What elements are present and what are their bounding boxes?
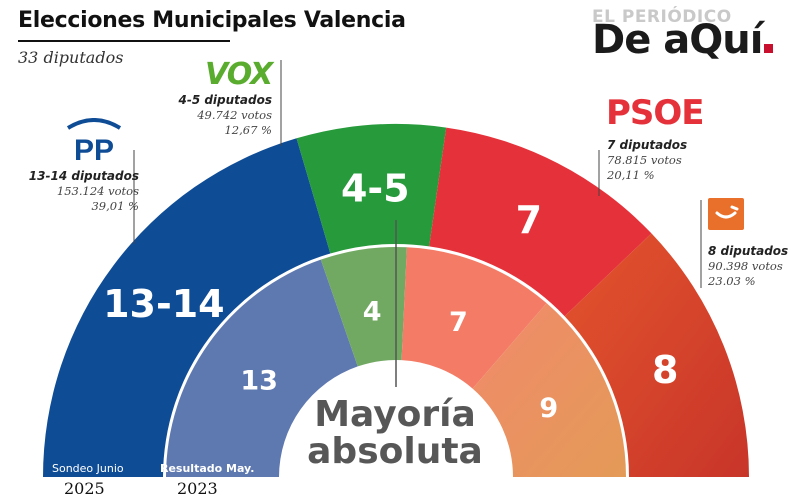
- page-title: Elecciones Municipales Valencia: [18, 8, 406, 33]
- leader-lines: [133, 60, 702, 288]
- outer-ring-label-vox: 4-5: [341, 166, 410, 210]
- brand-logo: De aQuí: [592, 17, 774, 63]
- brand-top-text: EL PERIÓDICO: [592, 7, 732, 27]
- vox-votes: 49.742 votos: [197, 108, 272, 122]
- outer-ring-caption-text: Sondeo Junio: [52, 462, 124, 475]
- outer-ring-2025: 13-14 4-5 7 8: [43, 124, 749, 477]
- vox-seats: 4-5 diputados: [178, 93, 272, 107]
- psoe-seats: 7 diputados: [607, 138, 688, 152]
- pp-votes: 153.124 votos: [56, 184, 139, 198]
- compromis-logo-icon: [708, 198, 744, 230]
- outer-ring-segment-psoe: [429, 127, 652, 317]
- majority-label-line1: Mayoría: [314, 394, 476, 435]
- pp-logo-text: PP: [74, 134, 114, 164]
- compromis-pct: 23.03 %: [708, 274, 756, 288]
- outer-ring-year: 2025: [64, 479, 105, 498]
- outer-ring-segment-vox: [296, 124, 447, 254]
- pp-logo-icon: PP: [66, 118, 122, 167]
- vox-info: 4-5 diputados 49.742 votos 12,67 %: [160, 93, 272, 138]
- inner-ring-2023: 13 4 7 9: [166, 247, 626, 477]
- inner-ring-segment-psoe: [401, 247, 547, 389]
- outer-ring-label-pp: 13-14: [103, 282, 225, 326]
- psoe-info: 7 diputados 78.815 votos 20,11 %: [607, 138, 717, 183]
- pp-info: 13-14 diputados 153.124 votos 39,01 %: [25, 169, 139, 214]
- compromis-votes: 90.398 votos: [708, 259, 783, 273]
- psoe-logo: PSOE: [606, 93, 705, 133]
- inner-ring-label-compromís: 9: [539, 393, 558, 424]
- psoe-pct: 20,11 %: [607, 168, 655, 182]
- outer-ring-caption: Sondeo Junio: [52, 462, 124, 475]
- brand-dot-icon: [764, 44, 774, 53]
- compromis-info: 8 diputados 90.398 votos 23.03 %: [708, 244, 798, 289]
- page-subtitle: 33 diputados: [18, 48, 124, 67]
- pp-logo: PP: [62, 118, 126, 167]
- inner-ring-label-vox: 4: [363, 296, 382, 327]
- vox-logo: VOX: [205, 57, 273, 92]
- outer-ring-label-psoe: 7: [516, 198, 542, 242]
- inner-ring-segment-compromís: [472, 303, 626, 477]
- majority-label: Mayoría absoluta: [300, 396, 490, 470]
- outer-ring-segment-pp: [43, 138, 331, 477]
- pp-seats: 13-14 diputados: [28, 169, 139, 183]
- inner-ring-label-pp: 13: [240, 365, 278, 396]
- inner-ring-label-psoe: 7: [449, 307, 468, 338]
- inner-ring-segment-vox: [320, 247, 407, 367]
- outer-ring-segment-compromís: [564, 233, 749, 477]
- title-underline: [18, 40, 230, 42]
- outer-ring-label-compromís: 8: [652, 348, 678, 392]
- brand-main-text: De aQuí: [592, 17, 763, 63]
- majority-label-line2: absoluta: [307, 431, 483, 472]
- vox-pct: 12,67 %: [224, 123, 272, 137]
- inner-ring-year: 2023: [177, 479, 218, 498]
- pp-pct: 39,01 %: [91, 199, 139, 213]
- compromis-seats: 8 diputados: [708, 244, 789, 258]
- inner-ring-caption: Resultado May.: [160, 462, 255, 475]
- psoe-votes: 78.815 votos: [607, 153, 682, 167]
- inner-ring-segment-pp: [166, 259, 358, 477]
